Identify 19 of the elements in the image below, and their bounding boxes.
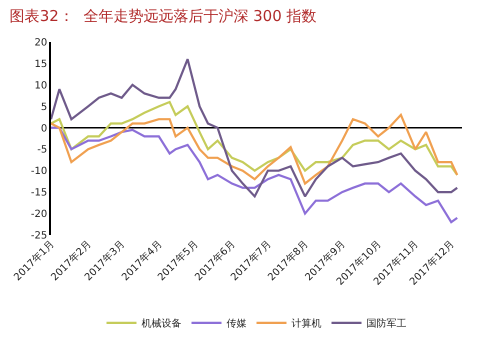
- line-series: [51, 126, 458, 224]
- y-tick-label: -25: [30, 230, 48, 242]
- y-tick-label: 20: [34, 38, 48, 48]
- line-series: [51, 100, 458, 176]
- legend-label: 计算机: [292, 318, 322, 330]
- legend-label: 机械设备: [142, 318, 182, 330]
- y-tick-label: -20: [30, 209, 48, 220]
- line-series: [51, 58, 458, 198]
- y-tick-label: -10: [30, 166, 48, 178]
- legend-label: 国防军工: [366, 318, 406, 330]
- y-tick-label: 15: [34, 58, 48, 70]
- line-series: [51, 114, 458, 185]
- y-tick-label: 10: [34, 80, 48, 92]
- chart-title: 图表32： 全年走势远远落后于沪深 300 指数: [10, 6, 317, 25]
- y-tick-label: -5: [37, 144, 48, 156]
- y-tick-label: 0: [40, 123, 48, 134]
- legend-label: 传媒: [226, 318, 246, 330]
- y-tick-label: 5: [40, 102, 48, 113]
- y-tick-label: -15: [30, 188, 48, 199]
